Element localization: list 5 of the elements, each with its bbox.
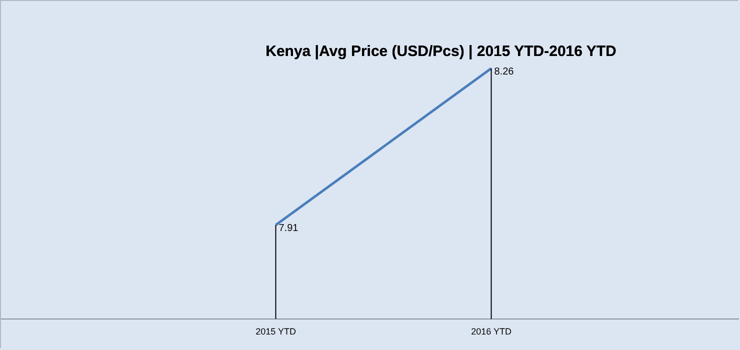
chart-title: Kenya |Avg Price (USD/Pcs) | 2015 YTD-2016 YTD xyxy=(266,43,617,60)
x-tick-label: 2015 YTD xyxy=(256,326,296,336)
x-tick-label: 2016 YTD xyxy=(471,326,512,336)
data-label: 8.26 xyxy=(494,66,514,78)
data-label: 7.91 xyxy=(278,223,299,234)
